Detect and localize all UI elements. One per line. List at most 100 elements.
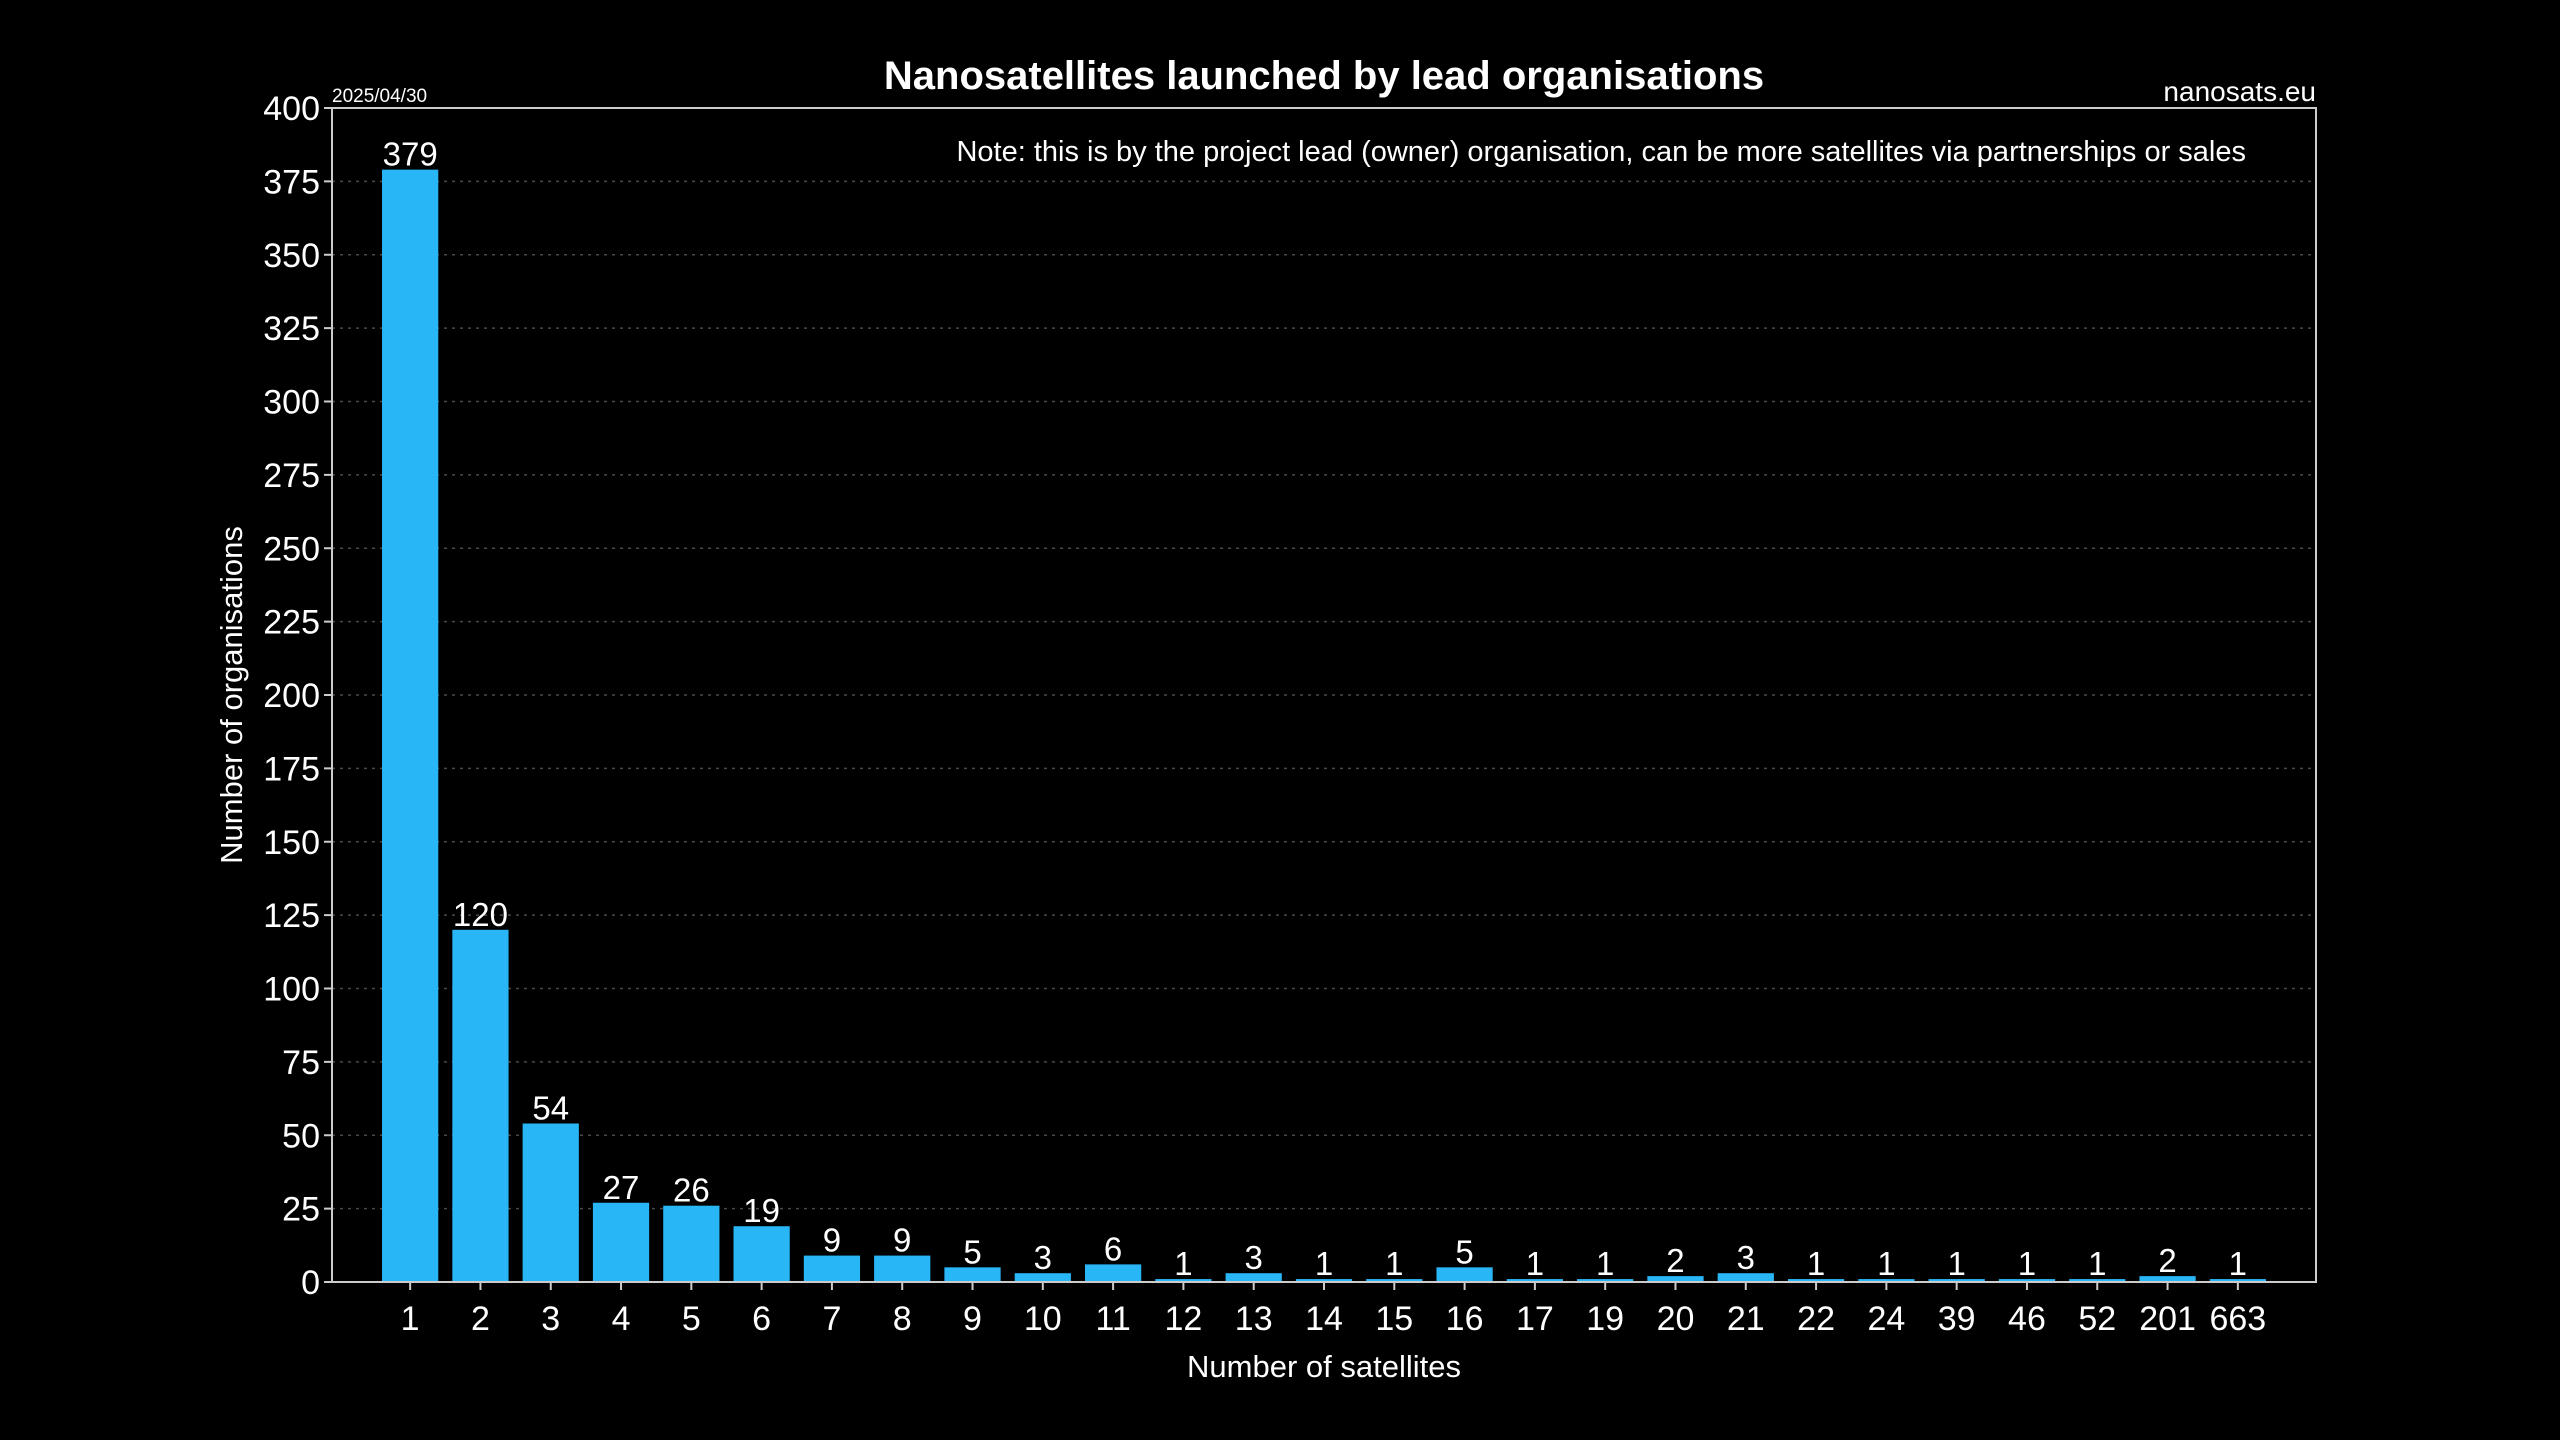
bar-20 — [1647, 1276, 1704, 1282]
data-label: 1 — [1596, 1245, 1614, 1282]
bar-1 — [382, 169, 439, 1282]
data-label: 9 — [893, 1222, 911, 1259]
data-label: 1 — [1526, 1245, 1544, 1282]
y-tick-label: 175 — [263, 750, 320, 788]
chart-title: Nanosatellites launched by lead organisa… — [884, 54, 1764, 98]
y-tick-label: 0 — [301, 1264, 320, 1302]
bar-17 — [1506, 1279, 1564, 1282]
data-label: 26 — [673, 1172, 710, 1209]
x-tick-label: 7 — [822, 1300, 841, 1338]
data-label: 120 — [453, 896, 508, 933]
y-tick-label: 400 — [263, 90, 320, 128]
data-label: 2 — [2158, 1242, 2176, 1279]
grid-lines — [332, 180, 2316, 1210]
data-label: 54 — [532, 1090, 569, 1127]
x-axis-ticks: 1 2 3 4 5 6 7 8 9 10 11 12 13 14 15 16 17 19 20 21 22 24 39 46 5… — [401, 1282, 2266, 1338]
x-tick-label: 14 — [1305, 1300, 1343, 1338]
data-label: 379 — [383, 136, 438, 173]
bar-11 — [1084, 1264, 1142, 1282]
y-tick-label: 150 — [263, 824, 320, 862]
data-label: 3 — [1245, 1239, 1263, 1276]
bar-6 — [733, 1226, 790, 1282]
data-labels: 379 120 54 27 26 19 9 9 5 3 6 1 3 1 1 5 1 1 2 3 1 1 1 1 1 2 1 — [383, 136, 2247, 1282]
bar-22 — [1787, 1279, 1845, 1282]
bar-663 — [2209, 1279, 2266, 1282]
bar-19 — [1577, 1279, 1634, 1282]
x-tick-label: 13 — [1235, 1300, 1273, 1338]
data-label: 1 — [1877, 1245, 1895, 1282]
x-tick-label: 22 — [1797, 1300, 1835, 1338]
data-label: 9 — [823, 1222, 841, 1259]
bar-3 — [522, 1123, 579, 1282]
data-label: 5 — [963, 1233, 981, 1270]
x-tick-label: 3 — [541, 1300, 560, 1338]
y-tick-label: 300 — [263, 384, 320, 422]
data-label: 3 — [1034, 1239, 1052, 1276]
x-tick-label: 4 — [612, 1300, 631, 1338]
bar-39 — [1928, 1279, 1985, 1282]
x-tick-label: 5 — [682, 1300, 701, 1338]
bar-52 — [2069, 1279, 2126, 1282]
chart-source: nanosats.eu — [2163, 76, 2316, 107]
x-tick-label: 24 — [1867, 1300, 1905, 1338]
x-tick-label: 19 — [1586, 1300, 1624, 1338]
y-tick-label: 25 — [282, 1191, 320, 1229]
x-tick-label: 8 — [893, 1300, 912, 1338]
bar-5 — [663, 1205, 720, 1282]
x-tick-label: 15 — [1375, 1300, 1413, 1338]
bar-8 — [874, 1255, 931, 1282]
data-label: 1 — [2018, 1245, 2036, 1282]
x-tick-label: 10 — [1024, 1300, 1062, 1338]
y-tick-label: 375 — [263, 163, 320, 201]
x-axis-label: Number of satellites — [1187, 1349, 1461, 1384]
bar-13 — [1225, 1273, 1282, 1282]
bar-12 — [1155, 1279, 1212, 1282]
bar-46 — [1998, 1279, 2056, 1282]
x-tick-label: 52 — [2078, 1300, 2116, 1338]
y-tick-label: 75 — [282, 1044, 320, 1082]
bar-7 — [803, 1255, 861, 1282]
chart-note: Note: this is by the project lead (owner… — [956, 136, 2246, 168]
data-label: 1 — [1174, 1245, 1192, 1282]
x-tick-label: 12 — [1164, 1300, 1202, 1338]
x-tick-label: 39 — [1938, 1300, 1976, 1338]
bar-201 — [2139, 1276, 2196, 1282]
data-label: 1 — [1947, 1245, 1965, 1282]
bar-16 — [1436, 1267, 1493, 1282]
y-axis-ticks: 0 25 50 75 100 125 150 175 200 225 250 275 300 325 350… — [263, 90, 332, 1302]
data-label: 27 — [603, 1169, 640, 1206]
bar-14 — [1295, 1279, 1353, 1282]
x-tick-label: 9 — [963, 1300, 982, 1338]
chart-date: 2025/04/30 — [332, 86, 427, 107]
bar-24 — [1858, 1279, 1915, 1282]
data-label: 1 — [2229, 1245, 2247, 1282]
data-label: 6 — [1104, 1230, 1122, 1267]
x-tick-label: 20 — [1657, 1300, 1695, 1338]
data-label: 1 — [1315, 1245, 1333, 1282]
data-label: 19 — [743, 1192, 780, 1229]
bar-10 — [1014, 1273, 1071, 1282]
x-tick-label: 46 — [2008, 1300, 2046, 1338]
x-tick-label: 201 — [2139, 1300, 2196, 1338]
bar-9 — [944, 1267, 1001, 1282]
y-tick-label: 200 — [263, 677, 320, 715]
x-tick-label: 663 — [2209, 1300, 2266, 1338]
x-tick-label: 21 — [1727, 1300, 1765, 1338]
x-tick-label: 17 — [1516, 1300, 1554, 1338]
bar-2 — [452, 929, 509, 1282]
data-label: 1 — [1807, 1245, 1825, 1282]
y-tick-label: 250 — [263, 530, 320, 568]
data-label: 3 — [1737, 1239, 1755, 1276]
y-axis-label: Number of organisations — [214, 526, 249, 864]
y-tick-label: 275 — [263, 457, 320, 495]
y-tick-label: 350 — [263, 237, 320, 275]
x-tick-label: 11 — [1095, 1300, 1130, 1338]
y-tick-label: 100 — [263, 971, 320, 1009]
data-label: 2 — [1666, 1242, 1684, 1279]
y-tick-label: 125 — [263, 897, 320, 935]
y-tick-label: 225 — [263, 604, 320, 642]
bars — [382, 169, 2266, 1282]
bar-15 — [1366, 1279, 1423, 1282]
x-tick-label: 6 — [752, 1300, 771, 1338]
